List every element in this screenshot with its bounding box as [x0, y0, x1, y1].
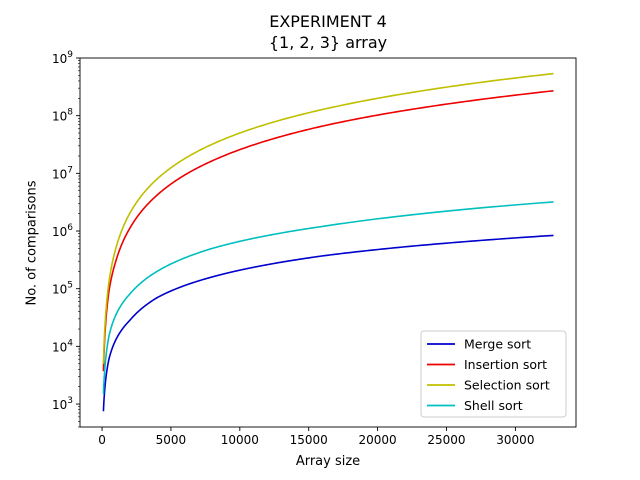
- x-tick-label: 10000: [221, 433, 259, 447]
- x-axis-label: Array size: [295, 454, 361, 469]
- series-line-merge-sort: [102, 234, 554, 412]
- y-axis-label: No. of comparisons: [24, 180, 40, 306]
- chart-title: EXPERIMENT 4: [269, 12, 387, 31]
- y-tick-label: 108: [52, 108, 73, 124]
- x-tick-label: 25000: [427, 433, 465, 447]
- y-tick-label: 109: [52, 50, 73, 66]
- legend-label: Merge sort: [464, 337, 531, 352]
- x-tick-label: 5000: [156, 433, 187, 447]
- x-tick-label: 30000: [496, 433, 534, 447]
- x-tick-label: 15000: [290, 433, 328, 447]
- series-line-insertion-sort: [102, 90, 554, 372]
- series-line-shell-sort: [102, 201, 554, 394]
- legend-box: [420, 330, 567, 418]
- legend-label: Insertion sort: [464, 357, 547, 372]
- x-tick-label: 0: [98, 433, 106, 447]
- y-tick-label: 103: [52, 396, 73, 412]
- legend-label: Selection sort: [464, 378, 550, 393]
- legend-label: Shell sort: [464, 398, 523, 413]
- y-tick-label: 104: [52, 338, 73, 354]
- y-tick-label: 105: [52, 281, 73, 297]
- axes-frame: [79, 57, 577, 428]
- y-tick-label: 107: [52, 165, 73, 181]
- chart-subtitle: {1, 2, 3} array: [268, 33, 388, 52]
- y-tick-label: 106: [52, 223, 73, 239]
- x-tick-label: 20000: [359, 433, 397, 447]
- legend: Merge sort Insertion sort Selection sort Sh…: [420, 330, 567, 418]
- series-line-selection-sort: [102, 72, 554, 364]
